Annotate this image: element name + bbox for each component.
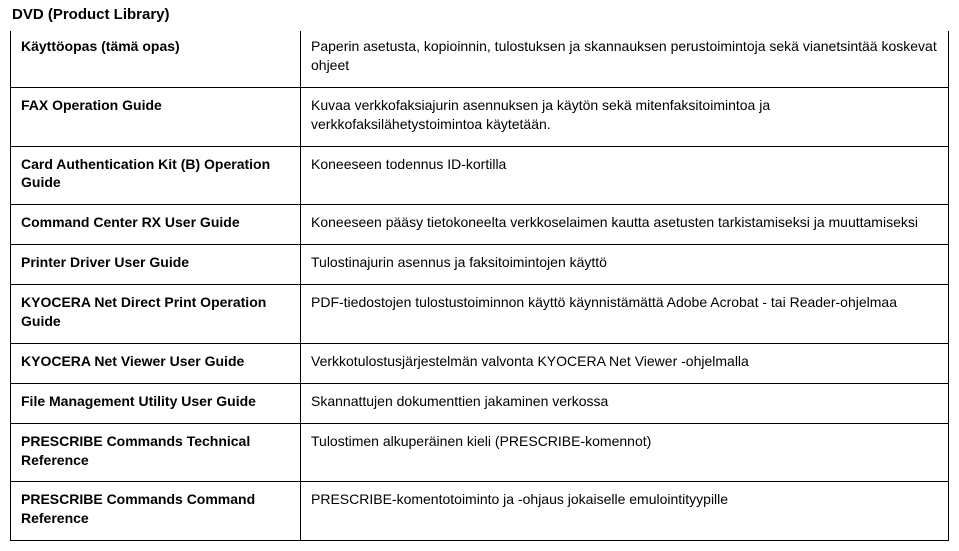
table-row: KYOCERA Net Direct Print Operation Guide… — [11, 285, 949, 344]
guide-name-cell: Command Center RX User Guide — [11, 205, 301, 245]
guide-name-cell: File Management Utility User Guide — [11, 383, 301, 423]
table-row: KYOCERA Net Viewer User Guide Verkkotulo… — [11, 343, 949, 383]
guide-desc-cell: PRESCRIBE-komentotoiminto ja -ohjaus jok… — [301, 482, 949, 541]
page: DVD (Product Library) Käyttöopas (tämä o… — [0, 0, 959, 551]
guide-desc-cell: Skannattujen dokumenttien jakaminen verk… — [301, 383, 949, 423]
guide-desc-cell: PDF-tiedostojen tulostustoiminnon käyttö… — [301, 285, 949, 344]
table-row: File Management Utility User Guide Skann… — [11, 383, 949, 423]
table-row: FAX Operation Guide Kuvaa verkkofaksiaju… — [11, 87, 949, 146]
guide-name-cell: Card Authentication Kit (B) Operation Gu… — [11, 146, 301, 205]
guide-name-cell: KYOCERA Net Direct Print Operation Guide — [11, 285, 301, 344]
table-row: PRESCRIBE Commands Technical Reference T… — [11, 423, 949, 482]
guide-desc-cell: Verkkotulostusjärjestelmän valvonta KYOC… — [301, 343, 949, 383]
table-row: PRESCRIBE Commands Command Reference PRE… — [11, 482, 949, 541]
guide-desc-cell: Kuvaa verkkofaksiajurin asennuksen ja kä… — [301, 87, 949, 146]
guide-desc-cell: Koneeseen todennus ID-kortilla — [301, 146, 949, 205]
guide-desc-cell: Tulostinajurin asennus ja faksitoimintoj… — [301, 245, 949, 285]
guide-name-cell: FAX Operation Guide — [11, 87, 301, 146]
guide-desc-cell: Koneeseen pääsy tietokoneelta verkkosela… — [301, 205, 949, 245]
table-row: Printer Driver User Guide Tulostinajurin… — [11, 245, 949, 285]
guide-name-cell: PRESCRIBE Commands Command Reference — [11, 482, 301, 541]
guide-name-cell: KYOCERA Net Viewer User Guide — [11, 343, 301, 383]
guides-table: Käyttöopas (tämä opas) Paperin asetusta,… — [10, 31, 949, 541]
guide-name-cell: PRESCRIBE Commands Technical Reference — [11, 423, 301, 482]
guide-desc-cell: Tulostimen alkuperäinen kieli (PRESCRIBE… — [301, 423, 949, 482]
table-row: Käyttöopas (tämä opas) Paperin asetusta,… — [11, 31, 949, 87]
table-row: Card Authentication Kit (B) Operation Gu… — [11, 146, 949, 205]
page-title: DVD (Product Library) — [12, 6, 949, 23]
guide-name-cell: Käyttöopas (tämä opas) — [11, 31, 301, 87]
table-row: Command Center RX User Guide Koneeseen p… — [11, 205, 949, 245]
guide-desc-cell: Paperin asetusta, kopioinnin, tulostukse… — [301, 31, 949, 87]
guide-name-cell: Printer Driver User Guide — [11, 245, 301, 285]
